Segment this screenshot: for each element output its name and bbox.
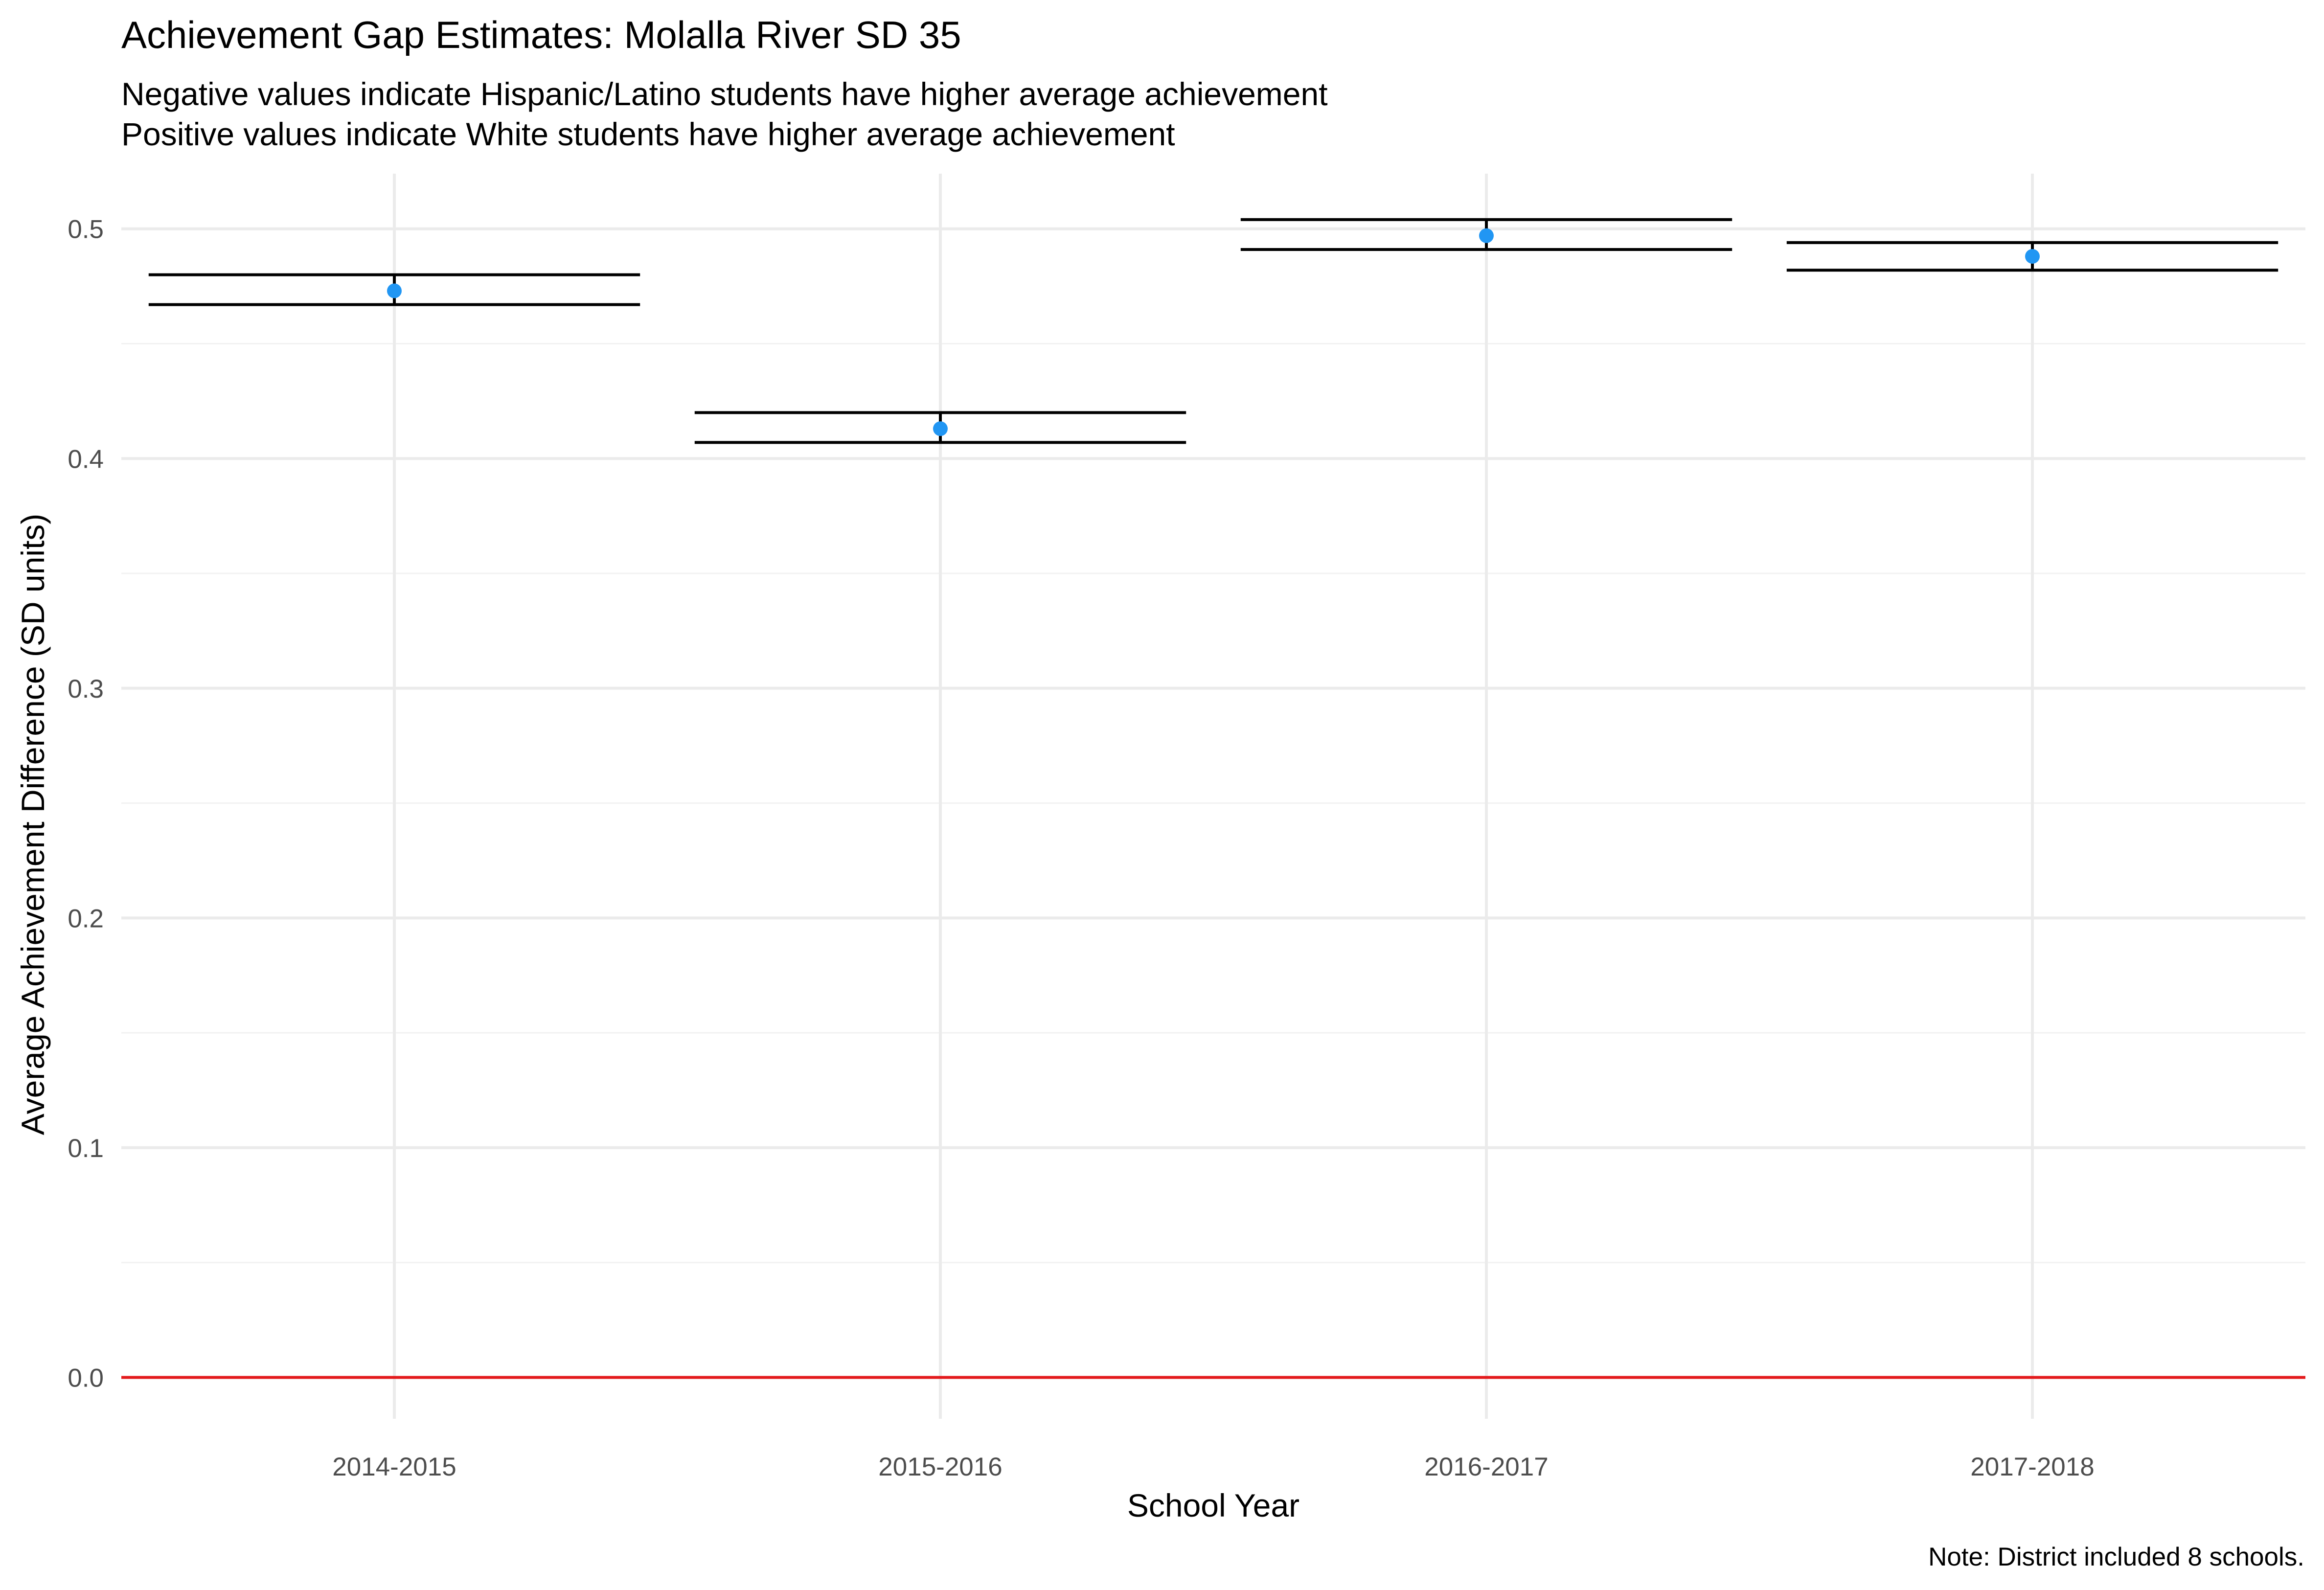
grid-lines xyxy=(121,174,2305,1419)
y-tick-label: 0.4 xyxy=(68,445,104,474)
chart-caption: Note: District included 8 schools. xyxy=(1928,1543,2304,1571)
data-marks xyxy=(148,218,2278,444)
x-tick-label: 2015-2016 xyxy=(878,1453,1002,1481)
y-tick-label: 0.1 xyxy=(68,1134,104,1163)
chart-title: Achievement Gap Estimates: Molalla River… xyxy=(121,13,961,56)
x-axis-ticks: 2014-2015 2015-2016 2016-2017 2017-2018 xyxy=(332,1453,2094,1481)
x-tick-label: 2016-2017 xyxy=(1424,1453,1548,1481)
y-tick-label: 0.5 xyxy=(68,215,104,244)
chart-subtitle-line-2: Positive values indicate White students … xyxy=(121,116,1175,152)
estimate-point xyxy=(1479,228,1494,243)
estimate-point xyxy=(933,421,948,436)
x-axis-label: School Year xyxy=(1127,1487,1299,1523)
x-tick-label: 2014-2015 xyxy=(332,1453,456,1481)
estimate-point xyxy=(2025,249,2040,264)
y-tick-label: 0.3 xyxy=(68,675,104,704)
y-axis-ticks: 0.0 0.1 0.2 0.3 0.4 0.5 xyxy=(68,215,104,1393)
chart-subtitle-line-1: Negative values indicate Hispanic/Latino… xyxy=(121,76,1328,112)
x-tick-label: 2017-2018 xyxy=(1970,1453,2094,1481)
y-tick-label: 0.0 xyxy=(68,1363,104,1392)
y-tick-label: 0.2 xyxy=(68,904,104,933)
estimate-point xyxy=(387,283,402,298)
y-axis-label: Average Achievement Difference (SD units… xyxy=(15,514,51,1136)
